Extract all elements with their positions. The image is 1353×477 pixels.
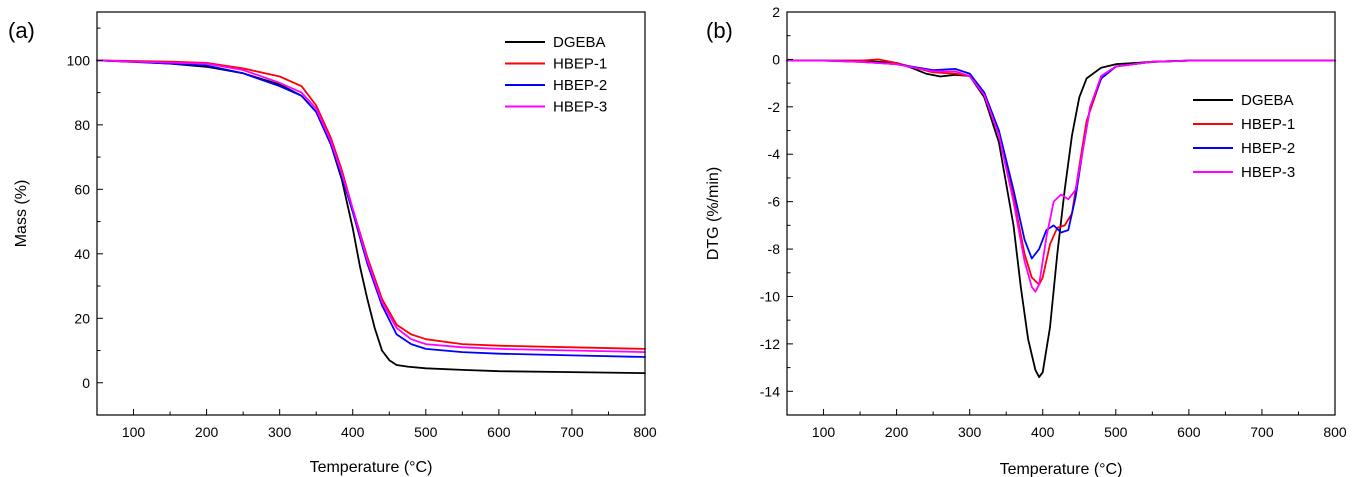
y-tick-label: -2 bbox=[768, 99, 781, 115]
series-lines bbox=[96, 59, 646, 375]
panel-label: (b) bbox=[706, 18, 733, 43]
x-tick-label: 300 bbox=[268, 424, 292, 440]
y-axis-title: DTG (%/min) bbox=[705, 167, 722, 260]
y-tick-label: 60 bbox=[74, 181, 90, 197]
x-tick-label: 100 bbox=[122, 424, 146, 440]
series-lines bbox=[786, 58, 1336, 379]
legend: DGEBA HBEP-1 HBEP-2 HBEP-3 bbox=[505, 34, 607, 116]
x-tick-label: 600 bbox=[487, 424, 511, 440]
x-tick-label: 800 bbox=[1323, 424, 1347, 440]
series-line-hbep-3 bbox=[786, 59, 1336, 293]
legend-label-dgeba: DGEBA bbox=[553, 34, 606, 51]
plot-frame bbox=[96, 11, 646, 416]
legend-label-hbep-3: HBEP-3 bbox=[1241, 164, 1295, 181]
x-tick-label: 200 bbox=[195, 424, 219, 440]
y-tick-label: 2 bbox=[772, 4, 780, 20]
legend-label-hbep-2: HBEP-2 bbox=[1241, 140, 1295, 157]
y-tick-label: 0 bbox=[772, 51, 780, 67]
y-tick-label: 40 bbox=[74, 246, 90, 262]
x-tick-label: 700 bbox=[560, 424, 584, 440]
panel-label: (a) bbox=[8, 18, 35, 43]
y-tick-label: -4 bbox=[768, 146, 781, 162]
y-tick-label: 0 bbox=[82, 375, 90, 391]
legend-label-hbep-1: HBEP-1 bbox=[553, 56, 607, 73]
legend-label-dgeba: DGEBA bbox=[1241, 92, 1294, 109]
x-tick-label: 400 bbox=[341, 424, 365, 440]
plot-frame bbox=[786, 11, 1336, 416]
y-tick-label: 20 bbox=[74, 310, 90, 326]
x-tick-label: 700 bbox=[1250, 424, 1274, 440]
x-tick-label: 500 bbox=[414, 424, 438, 440]
x-tick-label: 100 bbox=[812, 424, 836, 440]
x-axis-title: Temperature (°C) bbox=[310, 459, 433, 476]
x-tick-label: 200 bbox=[885, 424, 909, 440]
panel-a-mass-chart: (a) 100 200 300 400 500 600 700 800 0 20 40 60 80 100 T… bbox=[8, 11, 657, 476]
series-line-hbep-2 bbox=[96, 59, 646, 358]
y-axis-title: Mass (%) bbox=[13, 180, 30, 248]
series-line-dgeba bbox=[786, 59, 1336, 379]
x-tick-label: 300 bbox=[958, 424, 982, 440]
x-tick-label: 600 bbox=[1177, 424, 1201, 440]
legend-label-hbep-3: HBEP-3 bbox=[553, 99, 607, 116]
x-tick-label: 800 bbox=[633, 424, 657, 440]
x-axis-title: Temperature (°C) bbox=[1000, 461, 1123, 477]
y-tick-label: 100 bbox=[67, 52, 91, 68]
y-tick-label: -8 bbox=[768, 241, 781, 257]
legend-label-hbep-2: HBEP-2 bbox=[553, 77, 607, 94]
y-tick-label: 80 bbox=[74, 117, 90, 133]
legend: DGEBA HBEP-1 HBEP-2 HBEP-3 bbox=[1193, 92, 1295, 181]
y-tick-label: -12 bbox=[760, 336, 780, 352]
panel-b-dtg-chart: (b) 100 200 300 400 500 600 700 800 -14 -12 -10 -8 -6… bbox=[705, 4, 1347, 477]
y-tick-label: -6 bbox=[768, 194, 781, 210]
y-tick-label: -10 bbox=[760, 288, 780, 304]
legend-label-hbep-1: HBEP-1 bbox=[1241, 116, 1295, 133]
x-tick-label: 400 bbox=[1031, 424, 1055, 440]
x-tick-label: 500 bbox=[1104, 424, 1128, 440]
series-line-hbep-3 bbox=[96, 59, 646, 354]
y-tick-label: -14 bbox=[760, 383, 780, 399]
